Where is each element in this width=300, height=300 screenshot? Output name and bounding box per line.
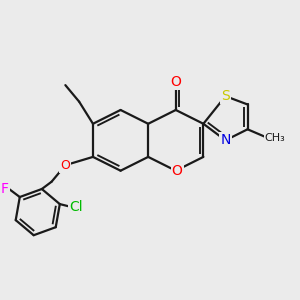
Text: S: S	[221, 89, 230, 103]
Text: O: O	[172, 164, 183, 178]
Text: N: N	[220, 133, 231, 147]
Text: O: O	[170, 75, 181, 89]
Text: O: O	[60, 159, 70, 172]
Text: CH₃: CH₃	[265, 133, 286, 142]
Text: Cl: Cl	[70, 200, 83, 214]
Text: F: F	[1, 182, 9, 196]
